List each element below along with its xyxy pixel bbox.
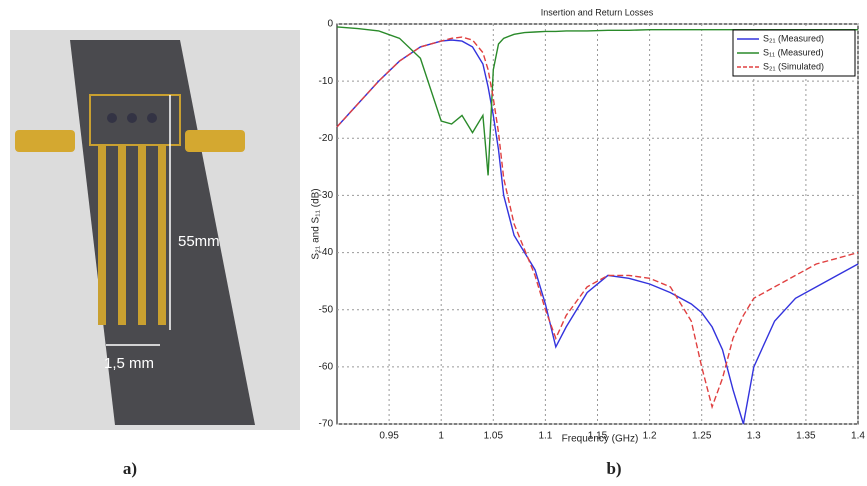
y-tick-label: -50 — [319, 304, 334, 315]
strip — [158, 145, 166, 325]
x-tick-label: 1.3 — [747, 431, 761, 442]
y-tick-label: -60 — [319, 361, 334, 372]
x-tick-label: 1.35 — [796, 431, 816, 442]
x-tick-label: 0.95 — [379, 431, 399, 442]
y-tick-label: -20 — [319, 133, 334, 144]
y-tick-label: -70 — [319, 419, 334, 430]
y-tick-label: 0 — [327, 19, 333, 30]
component — [147, 113, 157, 123]
strip — [138, 145, 146, 325]
connector-left — [15, 130, 75, 152]
y-tick-label: -30 — [319, 190, 334, 201]
component — [107, 113, 117, 123]
x-axis-label: Frequency (GHz) — [562, 434, 639, 445]
legend-label: S₂₁ (Measured) — [763, 33, 824, 43]
x-tick-label: 1.1 — [538, 431, 552, 442]
series-line — [336, 39, 859, 425]
strip — [98, 145, 106, 325]
pcb-photo: 55mm 1,5 mm — [10, 30, 300, 430]
component — [127, 113, 137, 123]
strip — [118, 145, 126, 325]
width-label: 1,5 mm — [104, 355, 154, 372]
caption: b) — [606, 459, 621, 478]
x-tick-label: 1.4 — [851, 431, 865, 442]
legend-label: S₂₁ (Simulated) — [763, 61, 824, 71]
x-tick-label: 1 — [438, 431, 444, 442]
x-tick-label: 1.05 — [484, 431, 504, 442]
x-tick-label: 1.15 — [588, 431, 608, 442]
y-tick-label: -40 — [319, 247, 334, 258]
y-tick-label: -10 — [319, 76, 334, 87]
connector-right — [185, 130, 245, 152]
caption: a) — [123, 459, 137, 478]
resonator-lines — [89, 94, 181, 146]
legend-label: S₁₁ (Measured) — [763, 47, 824, 57]
x-tick-label: 1.2 — [643, 431, 657, 442]
length-label: 55mm — [178, 233, 220, 250]
x-tick-label: 1.25 — [692, 431, 712, 442]
y-axis-label: S₂₁ and S₁₁ (dB) — [311, 188, 322, 259]
series-line — [336, 36, 859, 410]
chart-title: Insertion and Return Losses — [541, 7, 654, 17]
